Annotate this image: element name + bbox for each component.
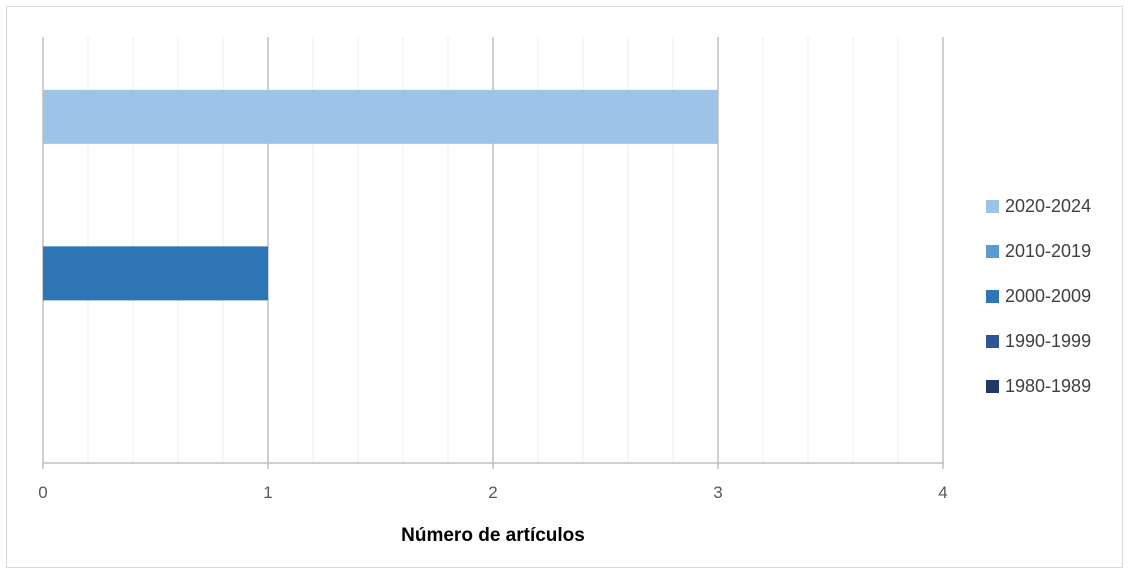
- legend-swatch-2010-2019: [986, 245, 999, 258]
- legend-label-1990-1999: 1990-1999: [1005, 331, 1091, 351]
- legend-label-2000-2009: 2000-2009: [1005, 286, 1091, 306]
- x-tick-label: 4: [938, 483, 947, 502]
- legend-swatch-1990-1999: [986, 335, 999, 348]
- bar-2020-2024: [43, 90, 718, 144]
- legend-label-2020-2024: 2020-2024: [1005, 196, 1091, 216]
- legend-swatch-2000-2009: [986, 290, 999, 303]
- bar-2000-2009: [43, 246, 268, 300]
- legend-label-1980-1989: 1980-1989: [1005, 376, 1091, 396]
- x-tick-label: 0: [38, 483, 47, 502]
- x-axis-title: Número de artículos: [401, 525, 585, 546]
- legend-label-2010-2019: 2010-2019: [1005, 241, 1091, 261]
- x-tick-label: 1: [263, 483, 272, 502]
- legend: 2020-2024 2010-2019 2000-2009 1990-1999 1980…: [986, 196, 1091, 396]
- axis-layer: 0 1 2 3 4: [38, 463, 947, 502]
- x-tick-label: 3: [713, 483, 722, 502]
- bars-layer: [43, 90, 718, 301]
- x-tick-label: 2: [488, 483, 497, 502]
- legend-swatch-2020-2024: [986, 200, 999, 213]
- legend-swatch-1980-1989: [986, 380, 999, 393]
